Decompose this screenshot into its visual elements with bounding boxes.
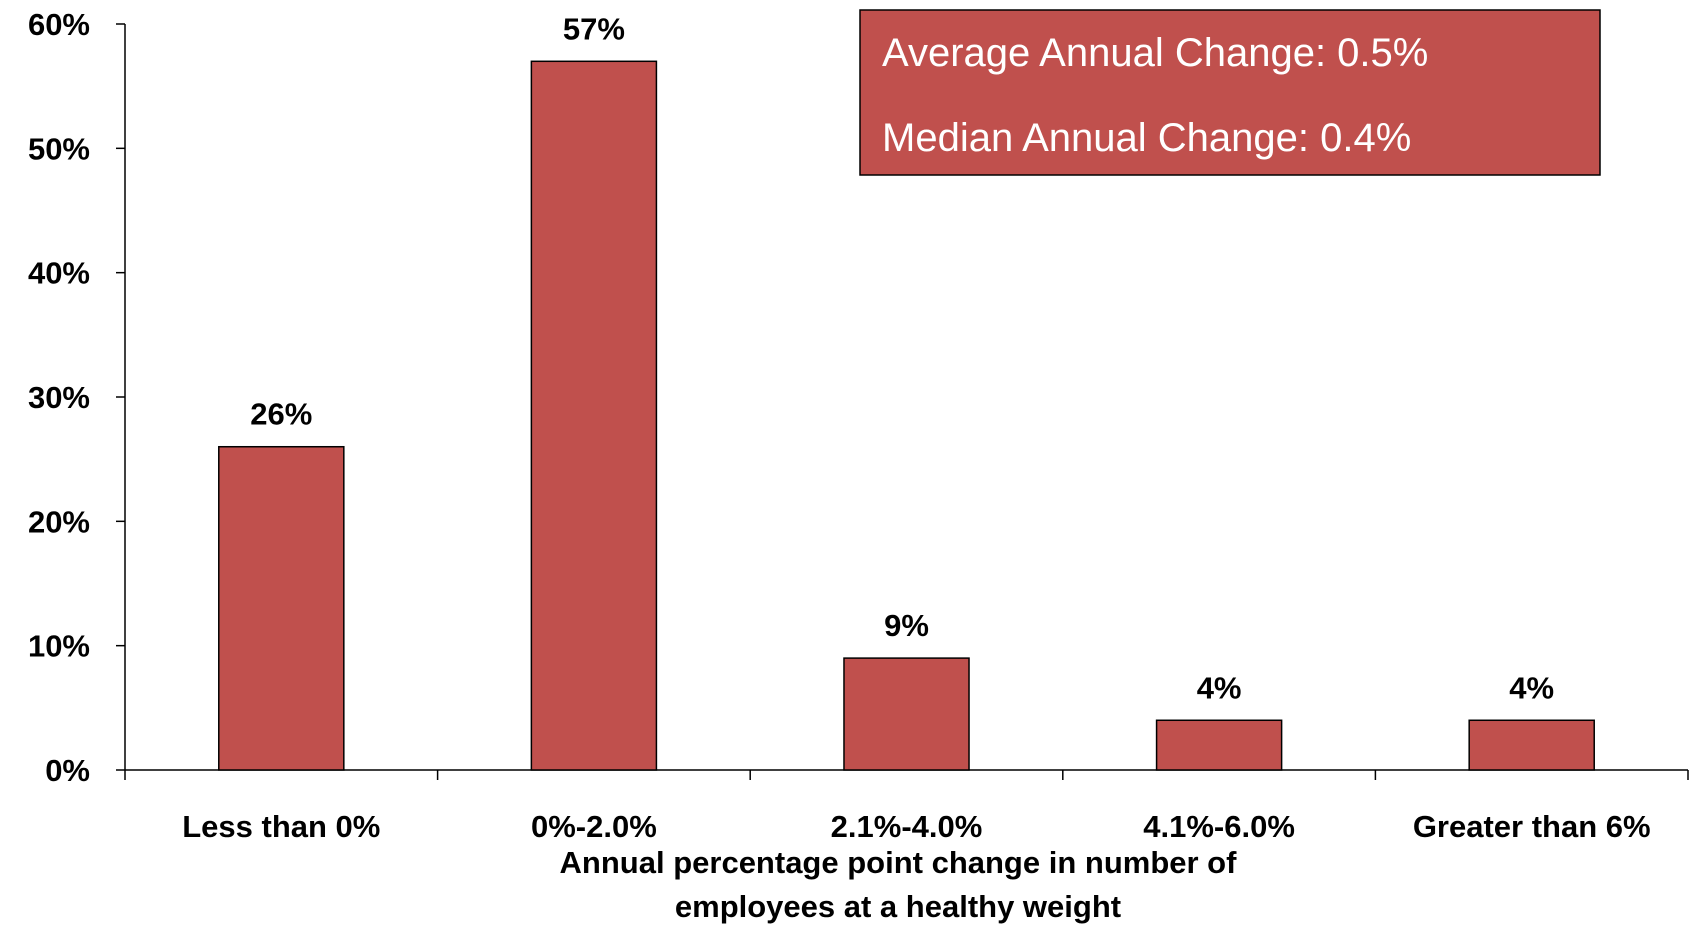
y-axis: 0% 10% 20% 30% 40% 50% 60% <box>28 7 126 788</box>
x-category-label: 4.1%-6.0% <box>1143 809 1295 844</box>
x-category-label: Less than 0% <box>182 809 380 844</box>
data-labels: 26% 57% 9% 4% 4% <box>250 11 1554 705</box>
bar <box>843 657 970 771</box>
y-tick-label: 50% <box>28 131 90 166</box>
category-labels: Less than 0% 0%-2.0% 2.1%-4.0% 4.1%-6.0% Gre… <box>182 809 1650 844</box>
x-axis-title-line-1: Annual percentage point change in number… <box>560 845 1238 880</box>
y-tick-label: 30% <box>28 380 90 415</box>
y-tick-label: 20% <box>28 504 90 539</box>
bar <box>530 60 658 771</box>
y-tick-label: 60% <box>28 7 90 42</box>
bar-value-label: 4% <box>1197 670 1242 705</box>
bars <box>218 60 1595 771</box>
y-tick-label: 10% <box>28 629 90 664</box>
bar-value-label: 26% <box>250 397 312 432</box>
summary-stats-box-background <box>859 9 1601 176</box>
average-annual-change-text: Average Annual Change: 0.5% <box>882 31 1428 75</box>
x-category-label: 2.1%-4.0% <box>831 809 983 844</box>
bar <box>1155 719 1283 771</box>
bar-value-label: 4% <box>1509 670 1554 705</box>
y-tick-label: 0% <box>45 753 90 788</box>
x-category-label: 0%-2.0% <box>531 809 657 844</box>
x-category-label: Greater than 6% <box>1413 809 1651 844</box>
x-axis-title: Annual percentage point change in number… <box>560 845 1238 924</box>
x-axis-title-line-2: employees at a healthy weight <box>675 889 1121 924</box>
bar <box>1468 719 1595 771</box>
median-annual-change-text: Median Annual Change: 0.4% <box>882 116 1411 160</box>
y-tick-label: 40% <box>28 256 90 291</box>
bar-value-label: 57% <box>563 11 625 46</box>
bar-value-label: 9% <box>884 608 929 643</box>
summary-stats-box: Average Annual Change: 0.5% Median Annua… <box>859 9 1601 176</box>
bar <box>218 445 345 771</box>
x-axis <box>124 769 1689 780</box>
